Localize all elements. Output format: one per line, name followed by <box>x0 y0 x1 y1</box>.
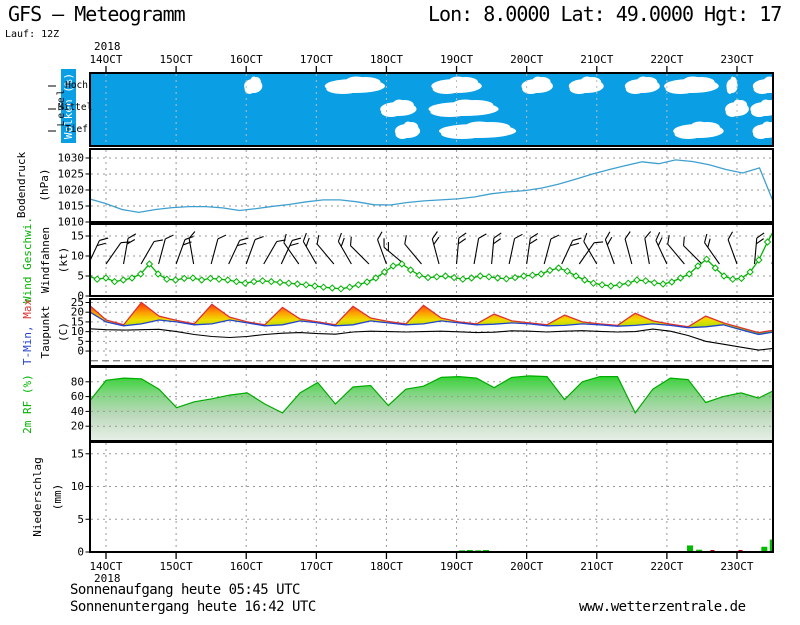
svg-text:20OCT: 20OCT <box>510 53 543 66</box>
svg-text:20: 20 <box>71 306 84 319</box>
svg-text:20: 20 <box>71 420 84 433</box>
svg-text:21OCT: 21OCT <box>580 560 613 573</box>
precipitation-bars <box>459 539 773 552</box>
svg-text:16OCT: 16OCT <box>230 560 263 573</box>
svg-text:10: 10 <box>71 480 84 493</box>
svg-text:15: 15 <box>71 447 84 460</box>
cloud-row-label-tief: Tief <box>65 124 88 135</box>
cloud-blobs <box>244 76 773 139</box>
svg-text:17OCT: 17OCT <box>300 53 333 66</box>
svg-text:22OCT: 22OCT <box>650 560 683 573</box>
svg-text:15OCT: 15OCT <box>160 560 193 573</box>
wind-panel: 0 5 10 15 <box>71 223 774 303</box>
wind-barbs <box>90 231 773 265</box>
humidity-panel: 20 40 60 80 <box>71 366 774 442</box>
svg-text:19OCT: 19OCT <box>440 560 473 573</box>
tmax-line <box>90 301 773 334</box>
pressure-line <box>90 159 773 214</box>
svg-text:0: 0 <box>77 546 84 559</box>
svg-text:20OCT: 20OCT <box>510 560 543 573</box>
svg-text:22OCT: 22OCT <box>650 53 683 66</box>
cloud-row-label-hoch: Hoch <box>65 80 88 91</box>
svg-text:18OCT: 18OCT <box>370 53 403 66</box>
svg-text:15OCT: 15OCT <box>160 53 193 66</box>
svg-text:19OCT: 19OCT <box>440 53 473 66</box>
svg-text:1015: 1015 <box>58 199 85 212</box>
website-text: www.wetterzentrale.de <box>579 599 746 615</box>
wind-speed-markers <box>90 225 773 293</box>
svg-text:1020: 1020 <box>58 183 85 196</box>
svg-text:14OCT: 14OCT <box>89 53 122 66</box>
svg-text:23OCT: 23OCT <box>720 53 753 66</box>
svg-text:10: 10 <box>71 325 84 338</box>
svg-text:1030: 1030 <box>58 151 85 164</box>
time-axis: 14OCT 14OCT 15OCT 15OCT 16OCT 16OCT 17OCT 17OCT… <box>89 40 753 585</box>
humidity-line <box>90 375 773 415</box>
svg-text:25: 25 <box>71 296 84 309</box>
svg-text:40: 40 <box>71 405 84 418</box>
dewpoint-axis-label: Taupunkt <box>39 305 52 359</box>
precipitation-axis-unit: (mm) <box>51 483 64 511</box>
svg-text:17OCT: 17OCT <box>300 560 333 573</box>
svg-text:14OCT: 14OCT <box>89 560 122 573</box>
location-coordinates: Lon: 8.0000 Lat: 49.0000 Hgt: 17 <box>428 2 782 26</box>
svg-text:80: 80 <box>71 375 84 388</box>
clouds-panel <box>48 72 774 147</box>
sunset-text: Sonnenuntergang heute 16:42 UTC <box>70 599 316 615</box>
tmax-label: Max <box>21 298 34 319</box>
svg-text:18OCT: 18OCT <box>370 560 403 573</box>
page-title: GFS – Meteogramm <box>8 2 186 26</box>
temperature-axis-unit: (C) <box>57 322 70 342</box>
svg-text:2018: 2018 <box>94 40 121 53</box>
svg-text:0: 0 <box>77 345 84 358</box>
sunrise-text: Sonnenaufgang heute 05:45 UTC <box>70 582 300 598</box>
svg-text:21OCT: 21OCT <box>580 53 613 66</box>
svg-text:15: 15 <box>71 230 84 243</box>
precipitation-axis-label: Niederschlag <box>31 457 44 537</box>
svg-text:23OCT: 23OCT <box>720 560 753 573</box>
svg-text:1010: 1010 <box>58 216 85 229</box>
tmin-line <box>90 311 773 336</box>
dewpoint-line <box>90 328 773 351</box>
svg-text:15: 15 <box>71 315 84 328</box>
cloud-row-label-mittel: Mittel <box>58 102 93 113</box>
temperature-band-fill <box>90 302 773 335</box>
svg-text:10: 10 <box>71 250 84 263</box>
svg-text:60: 60 <box>71 390 84 403</box>
precipitation-panel: 0 5 10 15 <box>71 441 774 559</box>
svg-text:1025: 1025 <box>58 167 85 180</box>
svg-text:16OCT: 16OCT <box>230 53 263 66</box>
model-run-label: Lauf: 12Z <box>5 29 60 40</box>
svg-text:5: 5 <box>77 270 84 283</box>
humidity-area-fill <box>90 375 773 441</box>
svg-text:2018: 2018 <box>94 572 121 585</box>
svg-text:5: 5 <box>77 335 84 348</box>
pressure-panel: 1010 1015 1020 1025 1030 <box>58 148 774 229</box>
svg-text:5: 5 <box>77 513 84 526</box>
svg-text:0: 0 <box>77 290 84 303</box>
